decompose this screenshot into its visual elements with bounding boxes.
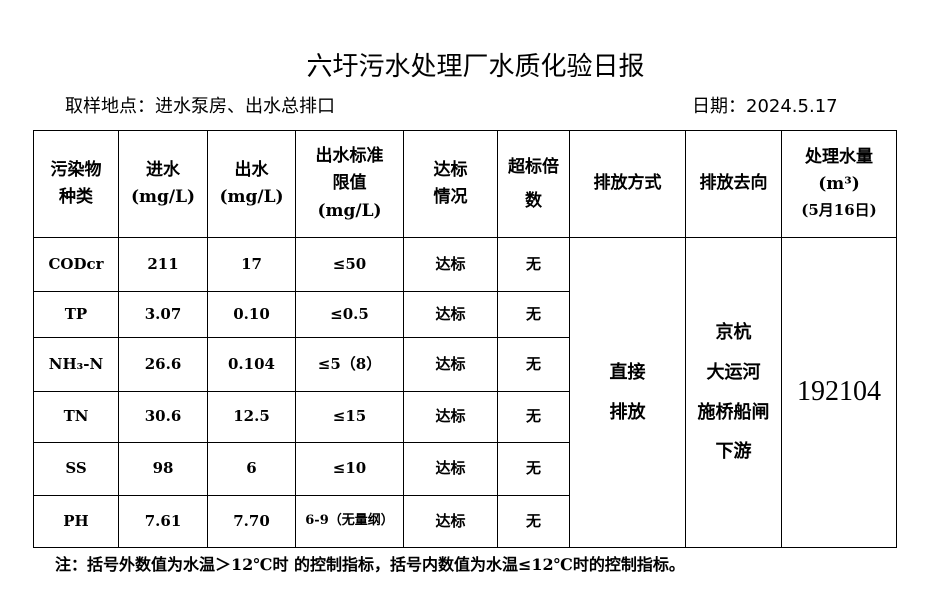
header-compliance: 达标 情况 — [403, 130, 498, 238]
header-discharge-dest: 排放去向 — [685, 130, 782, 238]
pollutant-name: NH₃-N — [33, 337, 119, 392]
pollutant-name: SS — [33, 442, 119, 496]
pollutant-name: TN — [33, 391, 119, 443]
outflow-value: 17 — [207, 237, 296, 292]
table-row: TN 30.6 12.5 ≤15 达标 无 — [33, 391, 897, 443]
limit-value: ≤5（8） — [295, 337, 404, 392]
pollutant-name: TP — [33, 291, 119, 338]
pollutant-name: PH — [33, 495, 119, 548]
compliance-status: 达标 — [403, 337, 498, 392]
compliance-status: 达标 — [403, 495, 498, 548]
treated-volume: 192104 — [781, 237, 897, 548]
limit-value: ≤15 — [295, 391, 404, 443]
table-row: CODcr 211 17 ≤50 达标 无 直接 排放 京杭 大运河 施桥船闸 下游 1… — [33, 237, 897, 548]
header-exceed: 超标倍数 — [497, 130, 570, 238]
limit-value: ≤0.5 — [295, 291, 404, 338]
exceed-value: 无 — [497, 237, 570, 292]
header-volume: 处理水量 (m³) (5月16日) — [781, 130, 897, 238]
inflow-value: 26.6 — [118, 337, 208, 392]
discharge-destination: 京杭 大运河 施桥船闸 下游 — [685, 237, 782, 548]
limit-value: ≤10 — [295, 442, 404, 496]
exceed-value: 无 — [497, 337, 570, 392]
header-discharge-method: 排放方式 — [569, 130, 686, 238]
outflow-value: 7.70 — [207, 495, 296, 548]
limit-value: ≤50 — [295, 237, 404, 292]
footnote: 注：括号外数值为水温＞12℃时 的控制指标，括号内数值为水温≤12℃时的控制指标… — [55, 555, 685, 574]
compliance-status: 达标 — [403, 442, 498, 496]
inflow-value: 7.61 — [118, 495, 208, 548]
table-row: SS 98 6 ≤10 达标 无 — [33, 442, 897, 496]
header-pollutant: 污染物 种类 — [33, 130, 119, 238]
header-row: 污染物 种类 进水 (mg/L) 出水 (mg/L) 出水标准 限值 (mg/L) 达标情… — [33, 130, 897, 238]
limit-value: 6-9（无量纲） — [295, 495, 404, 548]
pollutant-name: CODcr — [33, 237, 119, 292]
discharge-method: 直接 排放 — [569, 237, 686, 548]
exceed-value: 无 — [497, 495, 570, 548]
compliance-status: 达标 — [403, 291, 498, 338]
compliance-status: 达标 — [403, 237, 498, 292]
exceed-value: 无 — [497, 291, 570, 338]
table-row: NH₃-N 26.6 0.104 ≤5（8） 达标 无 — [33, 337, 897, 392]
header-outflow: 出水 (mg/L) — [207, 130, 296, 238]
sampling-location: 取样地点：进水泵房、出水总排口 — [65, 96, 335, 117]
inflow-value: 211 — [118, 237, 208, 292]
compliance-status: 达标 — [403, 391, 498, 443]
report-date: 日期：2024.5.17 — [692, 96, 838, 117]
exceed-value: 无 — [497, 442, 570, 496]
outflow-value: 0.10 — [207, 291, 296, 338]
inflow-value: 98 — [118, 442, 208, 496]
header-limit: 出水标准 限值 (mg/L) — [295, 130, 404, 238]
outflow-value: 12.5 — [207, 391, 296, 443]
report-title: 六圩污水处理厂水质化验日报 — [306, 52, 645, 82]
water-quality-table: 污染物 种类 进水 (mg/L) 出水 (mg/L) 出水标准 限值 (mg/L) 达标情… — [33, 130, 897, 548]
inflow-value: 3.07 — [118, 291, 208, 338]
outflow-value: 6 — [207, 442, 296, 496]
inflow-value: 30.6 — [118, 391, 208, 443]
table-row: PH 7.61 7.70 6-9（无量纲） 达标 无 — [33, 495, 897, 548]
exceed-value: 无 — [497, 391, 570, 443]
outflow-value: 0.104 — [207, 337, 296, 392]
table-row: TP 3.07 0.10 ≤0.5 达标 无 — [33, 291, 897, 338]
header-inflow: 进水 (mg/L) — [118, 130, 208, 238]
